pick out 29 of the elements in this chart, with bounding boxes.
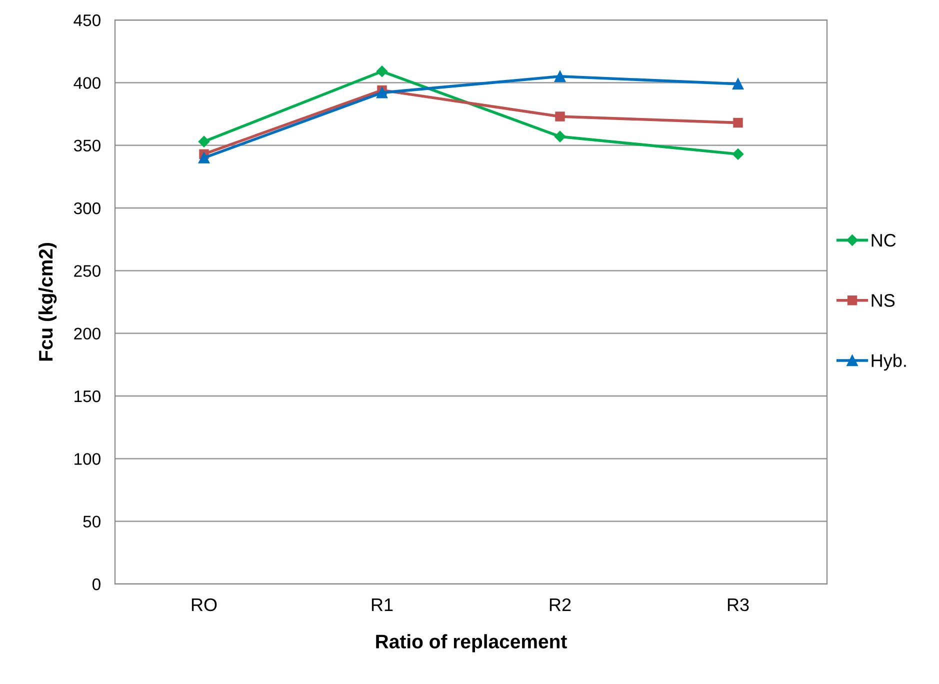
y-tick-label: 450 — [74, 14, 100, 26]
y-tick-label: 250 — [74, 265, 100, 277]
y-tick-label: 50 — [83, 516, 100, 528]
legend-label: NS — [872, 294, 895, 307]
x-tick-label: R3 — [728, 598, 749, 612]
x-tick-label: R1 — [372, 598, 393, 611]
x-tick-label: RO — [192, 598, 217, 612]
point — [554, 130, 566, 142]
point — [554, 70, 566, 82]
point — [732, 148, 744, 160]
x-axis-title: Ratio of replacement — [376, 634, 567, 652]
point — [376, 66, 388, 77]
point — [732, 78, 744, 90]
y-tick-label: 400 — [74, 77, 100, 89]
y-tick-label: 300 — [74, 202, 100, 214]
point — [733, 118, 743, 128]
y-tick-label: 100 — [74, 453, 100, 465]
y-axis-title: Fcu (kg/cm2) — [38, 242, 57, 361]
legend-label: NC — [872, 234, 896, 247]
y-tick-label: 200 — [74, 328, 100, 340]
legend-label: Hyb. — [872, 354, 906, 371]
y-tick-label: 350 — [74, 140, 100, 152]
y-tick-label: 150 — [74, 390, 100, 402]
point — [198, 152, 210, 164]
point — [198, 136, 210, 148]
y-tick-label: 0 — [92, 578, 100, 590]
point — [555, 112, 565, 122]
point — [376, 87, 388, 98]
x-tick-label: R2 — [550, 598, 571, 611]
